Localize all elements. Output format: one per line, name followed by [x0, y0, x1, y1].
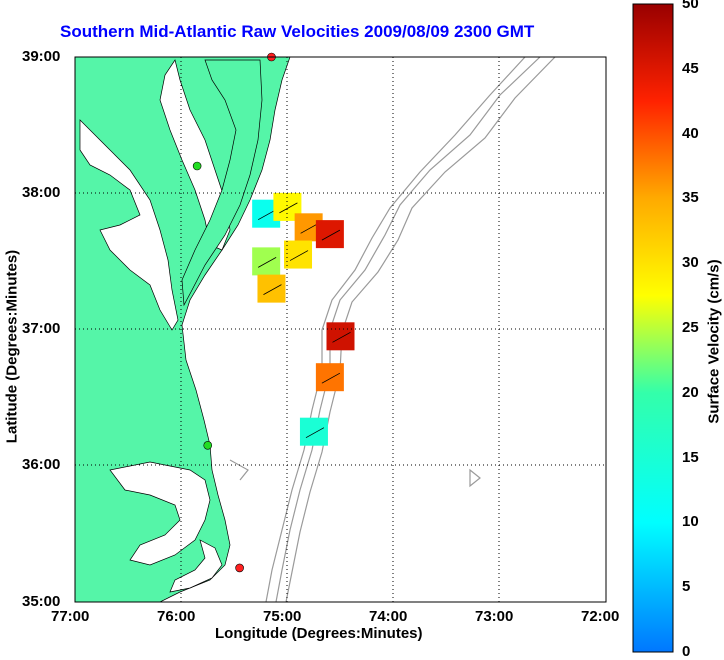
plot-frame [74, 56, 607, 603]
velocity-arrow [321, 229, 341, 241]
colorbar-tick: 15 [682, 448, 699, 466]
colorbar [632, 3, 674, 653]
map-title: Southern Mid-Atlantic Raw Velocities 200… [60, 22, 535, 41]
colorbar-tick: 30 [682, 254, 699, 272]
y-tick: 38:00 [22, 184, 61, 201]
velocity-cell [315, 220, 344, 249]
velocity-arrow [332, 331, 351, 343]
velocity-cell [284, 240, 313, 269]
x-tick: 74:00 [369, 608, 408, 625]
colorbar-tick: 25 [682, 319, 699, 336]
x-tick: 77:00 [51, 608, 90, 625]
sound-water [109, 461, 211, 566]
velocity-cell [326, 322, 355, 351]
velocity-arrow [300, 222, 319, 234]
velocity-cell [299, 417, 328, 446]
bay-water [79, 119, 179, 331]
station-marker [203, 441, 213, 450]
delmarva [181, 59, 263, 307]
colorbar-tick: 5 [682, 578, 691, 596]
velocity-arrow [289, 250, 309, 261]
colorbar-tick: 40 [682, 124, 699, 142]
colorbar-label: Surface Velocity (cm/s) [705, 259, 723, 424]
x-axis-label: Longitude (Degrees:Minutes) [215, 625, 423, 642]
velocity-cell [252, 247, 281, 276]
y-axis-label: Latitude (Degrees:Minutes) [3, 249, 21, 444]
velocity-arrow [321, 372, 341, 384]
velocity-arrow [263, 284, 282, 295]
colorbar-tick: 35 [682, 189, 699, 207]
station-markers [192, 52, 276, 573]
velocity-arrow [257, 209, 277, 221]
velocity-cell [257, 274, 286, 303]
velocity-arrow [257, 257, 277, 268]
y-tick: 36:00 [22, 456, 61, 473]
colorbar-tick: 45 [682, 59, 699, 77]
colorbar-tick: 0 [682, 643, 691, 660]
land-layer [75, 57, 291, 602]
colorbar-tick: 50 [682, 0, 699, 12]
x-tick: 72:00 [581, 608, 620, 625]
velocity-patches [252, 192, 355, 446]
x-tick: 73:00 [475, 608, 514, 625]
y-tick: 39:00 [22, 48, 61, 65]
y-tick: 35:00 [22, 593, 61, 610]
y-tick: 37:00 [22, 320, 61, 337]
grid-lines [75, 57, 606, 602]
colorbar-tick: 20 [682, 383, 699, 401]
velocity-arrow [305, 427, 325, 439]
velocity-arrow [279, 202, 298, 214]
velocity-cell [315, 363, 344, 392]
station-marker [235, 563, 244, 573]
x-tick: 76:00 [157, 608, 196, 625]
colorbar-tick: 10 [682, 513, 699, 531]
x-tick: 75:00 [263, 608, 302, 625]
station-marker [192, 161, 202, 171]
